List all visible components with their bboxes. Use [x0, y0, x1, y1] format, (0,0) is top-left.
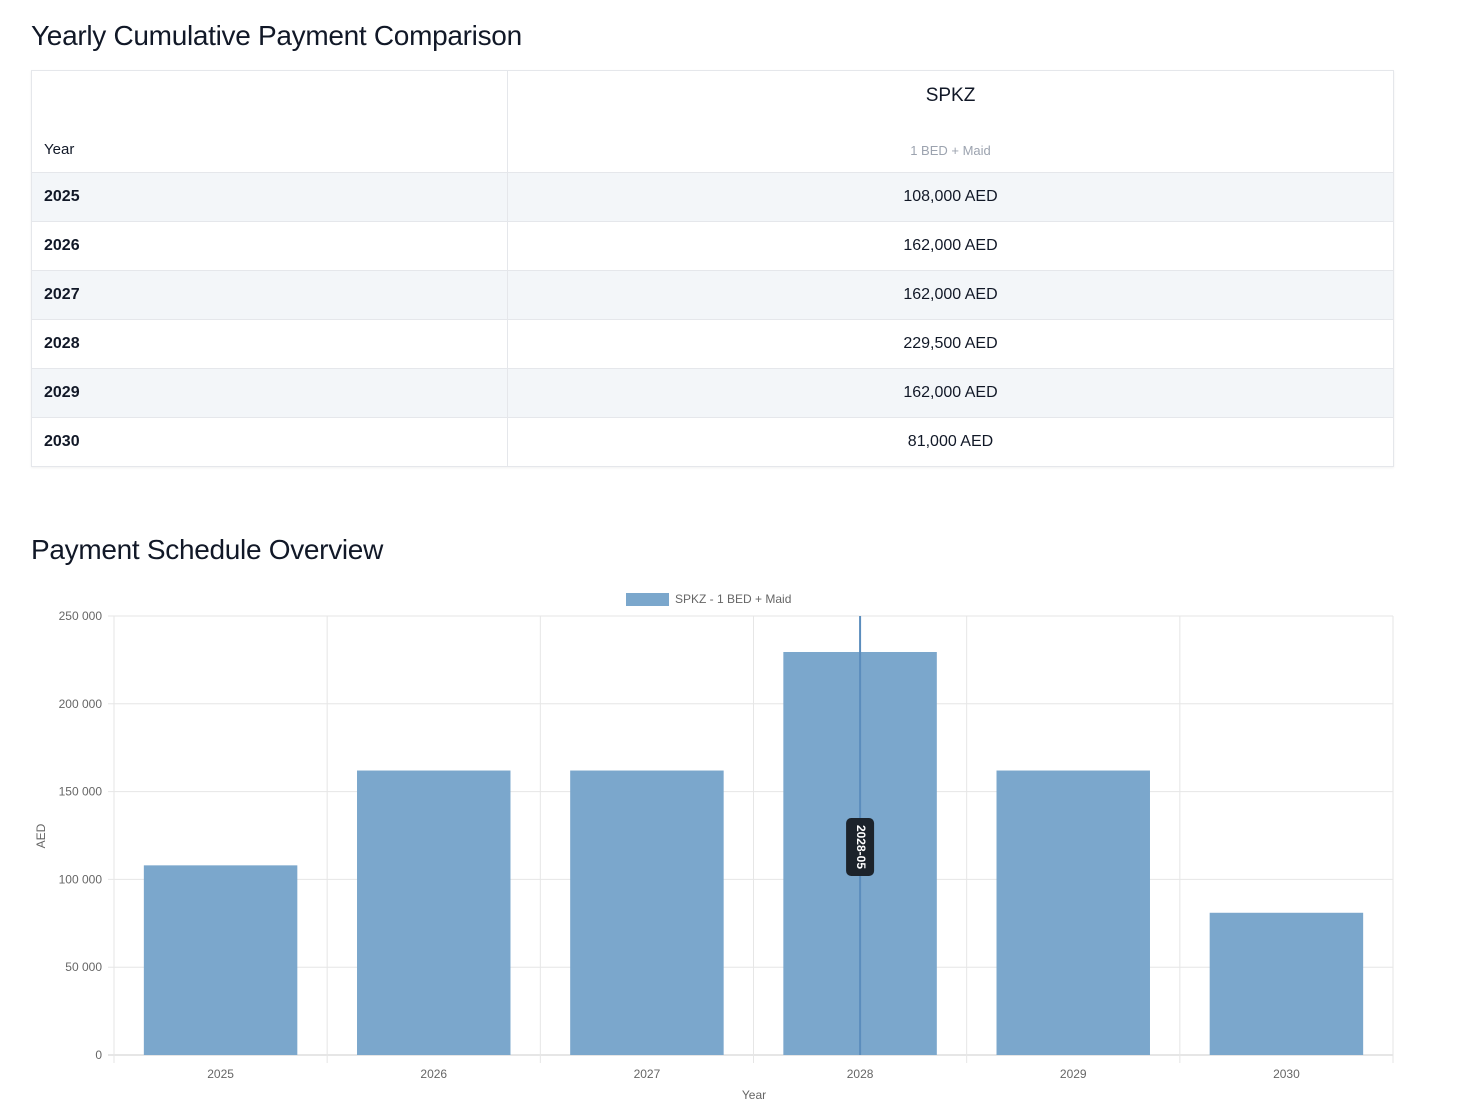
row-value: 162,000 AED	[507, 368, 1394, 418]
annotation-badge	[846, 818, 875, 876]
row-year: 2030	[31, 417, 508, 467]
year-header: Year	[31, 70, 508, 173]
y-axis-title: AED	[34, 823, 48, 848]
legend-swatch[interactable]	[626, 593, 669, 606]
y-tick-label: 200 000	[59, 697, 103, 711]
unit-type: 1 BED + Maid	[910, 143, 991, 158]
y-tick-label: 0	[95, 1048, 102, 1062]
row-year: 2028	[31, 319, 508, 369]
bar-2025[interactable]	[143, 865, 298, 1055]
table-row: 2025 108,000 AED	[31, 172, 1394, 222]
x-tick-label: 2030	[1273, 1067, 1300, 1081]
legend-label[interactable]: SPKZ - 1 BED + Maid	[675, 592, 791, 606]
annotation-label: 2028-05	[854, 825, 868, 869]
y-tick-label: 150 000	[59, 785, 103, 799]
payment-comparison-table: Year SPKZ 1 BED + Maid 2025 108,000 AED 20…	[31, 70, 1394, 467]
table-row: 2026 162,000 AED	[31, 221, 1394, 271]
project-header: SPKZ 1 BED + Maid	[507, 70, 1394, 173]
x-tick-label: 2028	[847, 1067, 874, 1081]
row-year: 2029	[31, 368, 508, 418]
y-tick-label: 100 000	[59, 872, 103, 886]
table-row: 2030 81,000 AED	[31, 417, 1394, 467]
x-tick-label: 2029	[1060, 1067, 1087, 1081]
row-value: 162,000 AED	[507, 221, 1394, 271]
table-title: Yearly Cumulative Payment Comparison	[31, 20, 522, 51]
y-tick-label: 50 000	[65, 960, 102, 974]
chart-title: Payment Schedule Overview	[31, 534, 384, 565]
bar-chart: 0 50 000 100 000 150 000 200 000 250 000 2025 2…	[34, 592, 1394, 1100]
y-tick-label: 250 000	[59, 609, 103, 623]
project-name: SPKZ	[925, 85, 976, 106]
table-row: 2027 162,000 AED	[31, 270, 1394, 320]
bar-2027[interactable]	[570, 770, 724, 1055]
table-row: 2028 229,500 AED	[31, 319, 1394, 369]
row-value: 81,000 AED	[507, 417, 1394, 467]
row-value: 229,500 AED	[507, 319, 1394, 369]
x-tick-label: 2026	[420, 1067, 447, 1081]
bar-2030[interactable]	[1209, 912, 1364, 1055]
row-value: 108,000 AED	[507, 172, 1394, 222]
row-year: 2025	[31, 172, 508, 222]
table-row: 2029 162,000 AED	[31, 368, 1394, 418]
x-tick-label: 2025	[207, 1067, 234, 1081]
x-tick-label: 2027	[634, 1067, 661, 1081]
row-value: 162,000 AED	[507, 270, 1394, 320]
bar-2029[interactable]	[996, 770, 1150, 1055]
x-axis-title: Year	[742, 1088, 766, 1100]
row-year: 2026	[31, 221, 508, 271]
bar-2026[interactable]	[357, 770, 511, 1055]
row-year: 2027	[31, 270, 508, 320]
